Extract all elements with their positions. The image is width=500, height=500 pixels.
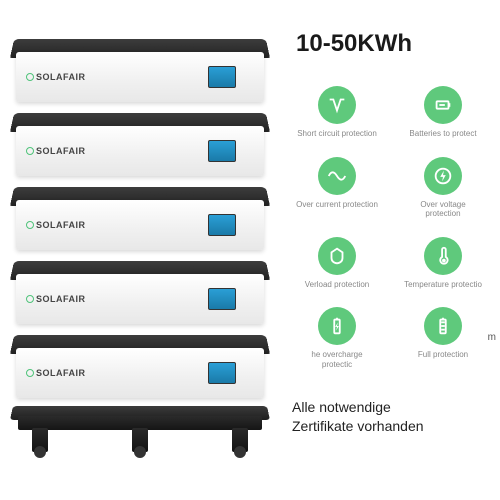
over-voltage-icon <box>424 157 462 195</box>
wheel-icon <box>234 446 246 458</box>
wheel-icon <box>134 446 146 458</box>
temperature-icon <box>424 237 462 275</box>
feature-label: Full protection <box>418 350 468 360</box>
cert-line: Zertifikate vorhanden <box>292 417 490 437</box>
lcd-display <box>208 362 236 384</box>
short-circuit-icon <box>318 86 356 124</box>
brand-icon <box>26 73 34 81</box>
trolley-leg <box>232 428 248 452</box>
feature-overcharge: he overcharge protectic <box>290 307 384 369</box>
cert-line: Alle notwendige <box>292 398 490 418</box>
certificate-text: Alle notwendige Zertifikate vorhanden <box>292 398 490 437</box>
battery-module: SOLAFAIR <box>10 326 270 404</box>
feature-label: Temperature protectio <box>404 280 482 290</box>
overload-icon <box>318 237 356 275</box>
feature-grid: Short circuit protection Batteries to pr… <box>290 86 490 370</box>
over-current-icon <box>318 157 356 195</box>
brand-label: SOLAFAIR <box>26 72 86 82</box>
lcd-display <box>208 140 236 162</box>
feature-over-voltage: Over voltage protection <box>396 157 490 219</box>
wheel-icon <box>34 446 46 458</box>
feature-over-current: Over current protection <box>290 157 384 219</box>
brand-label: SOLAFAIR <box>26 146 86 156</box>
battery-module: SOLAFAIR <box>10 252 270 330</box>
battery-module: SOLAFAIR <box>10 104 270 182</box>
overcharge-icon <box>318 307 356 345</box>
lcd-display <box>208 288 236 310</box>
feature-short-circuit: Short circuit protection <box>290 86 384 139</box>
battery-module: SOLAFAIR <box>10 30 270 108</box>
lcd-display <box>208 66 236 88</box>
info-panel: 10-50KWh Short circuit protection Batter… <box>290 30 490 437</box>
trolley-leg <box>132 428 148 452</box>
feature-battery-protect: Batteries to protect <box>396 86 490 139</box>
battery-module: SOLAFAIR <box>10 178 270 256</box>
feature-label: Over voltage protection <box>402 200 484 219</box>
feature-label: Batteries to protect <box>409 129 476 139</box>
battery-protect-icon <box>424 86 462 124</box>
feature-label: Over current protection <box>296 200 378 210</box>
base-trolley <box>10 400 270 460</box>
capacity-headline: 10-50KWh <box>296 30 490 58</box>
feature-label: Short circuit protection <box>297 129 377 139</box>
stray-character: m <box>488 332 496 343</box>
battery-stack: SOLAFAIR SOLAFAIR SOLAFAIR SOLAFAIR <box>10 30 270 460</box>
product-image-area: SOLAFAIR SOLAFAIR SOLAFAIR SOLAFAIR <box>10 20 280 480</box>
feature-label: he overcharge protectic <box>296 350 378 369</box>
trolley-leg <box>32 428 48 452</box>
feature-full-protect: Full protection <box>396 307 490 369</box>
lcd-display <box>208 214 236 236</box>
brand-label: SOLAFAIR <box>26 294 86 304</box>
feature-temperature: Temperature protectio <box>396 237 490 290</box>
feature-overload: Verload protection <box>290 237 384 290</box>
module-front: SOLAFAIR <box>16 52 264 102</box>
feature-label: Verload protection <box>305 280 370 290</box>
brand-label: SOLAFAIR <box>26 220 86 230</box>
brand-label: SOLAFAIR <box>26 368 86 378</box>
full-protect-icon <box>424 307 462 345</box>
